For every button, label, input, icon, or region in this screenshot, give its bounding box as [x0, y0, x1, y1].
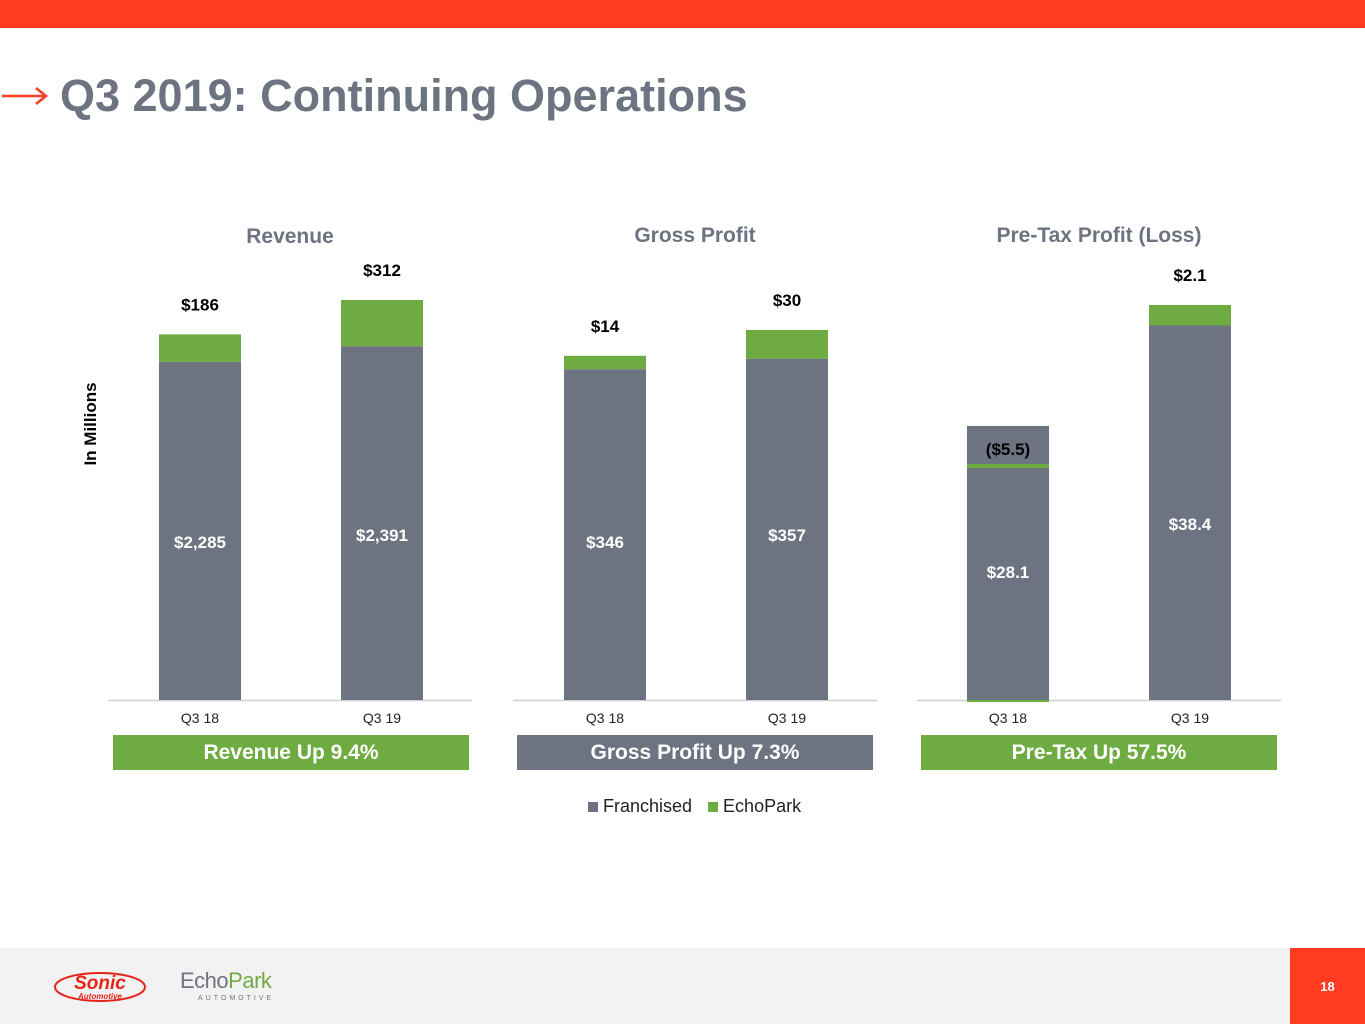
legend-swatch-franchised — [588, 801, 598, 812]
tick-label-gross-profit-1: Q3 19 — [768, 710, 806, 726]
bar-franchised-gross-profit-0 — [564, 369, 646, 700]
tick-label-revenue-1: Q3 19 — [363, 710, 401, 726]
label-echopark-gross-profit-0: $14 — [591, 317, 620, 336]
bar-echopark-revenue-1 — [341, 300, 423, 347]
legend: Franchised EchoPark — [588, 796, 817, 817]
bar-franchised-revenue-1 — [341, 346, 423, 700]
bar-franchised-gross-profit-1 — [746, 358, 828, 700]
chart-title-revenue: Revenue — [246, 225, 334, 248]
title-arrow-icon — [2, 87, 49, 105]
bar-echopark-gross-profit-1 — [746, 330, 828, 359]
legend-swatch-echopark — [708, 801, 719, 812]
tick-label-gross-profit-0: Q3 18 — [586, 710, 624, 726]
label-franchised-gross-profit-1: $357 — [768, 526, 806, 545]
label-echopark-gross-profit-1: $30 — [773, 291, 801, 310]
bar-franchised-pretax-0 — [967, 425, 1049, 700]
bar-echopark-gross-profit-0 — [564, 355, 646, 370]
sonic-logo-word: Sonic — [74, 973, 126, 994]
label-echopark-revenue-0: $186 — [181, 295, 219, 314]
label-echopark-pretax-0: ($5.5) — [986, 440, 1030, 459]
tick-label-revenue-0: Q3 18 — [181, 710, 219, 726]
bar-echopark-revenue-0 — [159, 334, 241, 362]
bar-echopark-pretax-1 — [1149, 305, 1231, 326]
chart-title-pretax: Pre-Tax Profit (Loss) — [997, 224, 1202, 247]
y-axis-label: In Millions — [81, 382, 100, 465]
echopark-logo-word-b: Park — [228, 968, 272, 993]
legend-item-echopark: EchoPark — [708, 796, 801, 817]
label-franchised-pretax-0: $28.1 — [987, 563, 1030, 582]
echopark-logo: EchoPark AUTOMOTIVE — [180, 968, 274, 1002]
label-echopark-revenue-1: $312 — [363, 261, 401, 280]
tick-label-pretax-1: Q3 19 — [1171, 710, 1209, 726]
footer-bar — [0, 948, 1365, 1024]
kpi-revenue-banner: Revenue Up 9.4% — [113, 735, 469, 770]
page-title: Q3 2019: Continuing Operations — [60, 70, 748, 121]
echopark-logo-sub: AUTOMOTIVE — [198, 995, 275, 1002]
bar-franchised-revenue-0 — [159, 361, 241, 700]
chart-title-gross-profit: Gross Profit — [634, 224, 755, 247]
sonic-automotive-logo: Sonic Automotive — [54, 972, 146, 1002]
legend-item-franchised: Franchised — [588, 796, 692, 817]
label-echopark-pretax-1: $2.1 — [1173, 266, 1206, 285]
echopark-logo-word-a: Echo — [180, 968, 229, 993]
bar-franchised-pretax-1 — [1149, 325, 1231, 700]
tick-label-pretax-0: Q3 18 — [989, 710, 1027, 726]
label-franchised-revenue-0: $2,285 — [174, 533, 226, 552]
kpi-gross-profit-banner: Gross Profit Up 7.3% — [517, 735, 873, 770]
legend-label-echopark: EchoPark — [723, 796, 802, 816]
kpi-pretax-banner: Pre-Tax Up 57.5% — [921, 735, 1277, 770]
legend-label-franchised: Franchised — [603, 796, 693, 816]
top-accent-bar — [0, 0, 1365, 28]
label-franchised-gross-profit-0: $346 — [586, 533, 624, 552]
label-franchised-revenue-1: $2,391 — [356, 526, 408, 545]
page-number: 18 — [1290, 948, 1365, 1024]
sonic-logo-sub: Automotive — [77, 992, 123, 1001]
label-franchised-pretax-1: $38.4 — [1169, 515, 1212, 534]
